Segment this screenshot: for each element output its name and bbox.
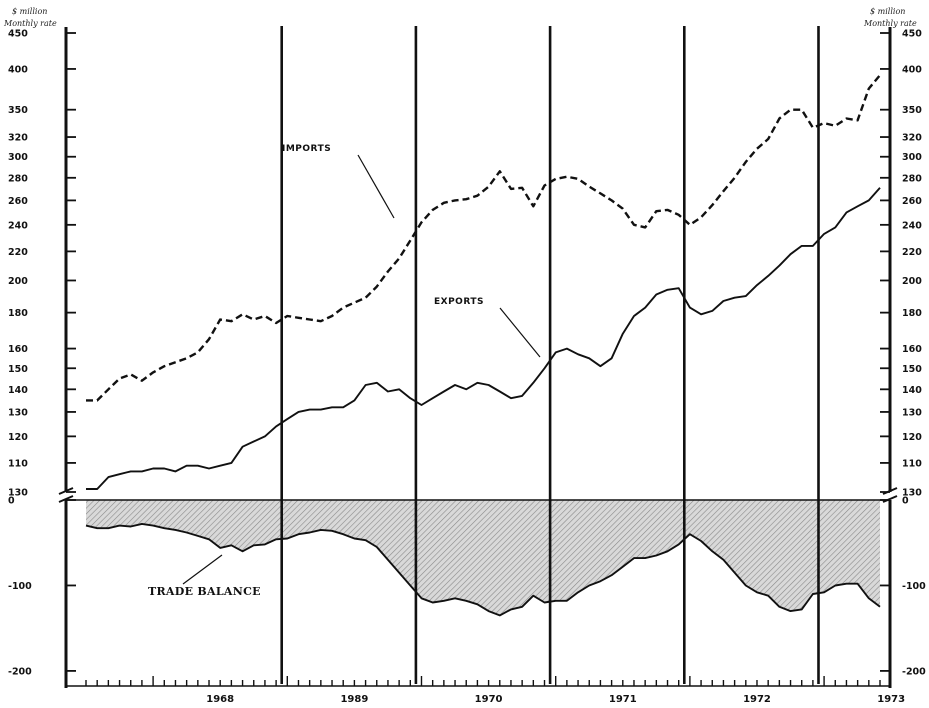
series-line-imports	[86, 74, 881, 402]
right-tick-label: 180	[902, 308, 922, 319]
left-unit-line2: Monthly rate	[3, 19, 57, 28]
left-tick-label: 160	[8, 344, 28, 355]
right-lower-tick-label: -100	[902, 581, 926, 592]
year-label-1969: 1989	[340, 694, 368, 705]
axis-break-0	[58, 487, 74, 503]
left-tick-label: 450	[8, 29, 28, 40]
right-tick-label: 240	[902, 220, 922, 231]
series-line-exports	[86, 187, 881, 490]
right-lower-tick-label: -200	[902, 666, 926, 677]
left-tick-label: 300	[8, 152, 28, 163]
trade-balance-annotation: TRADE BALANCE	[148, 585, 261, 598]
left-lower-tick-label: -100	[8, 581, 32, 592]
exports-pointer	[499, 307, 541, 358]
imports-pointer	[357, 154, 395, 219]
left-tick-label: 130	[8, 488, 28, 499]
left-tick-label: 120	[8, 432, 28, 443]
left-tick-label: 200	[8, 276, 28, 287]
left-tick-label: 260	[8, 196, 28, 207]
year-label-1972: 1972	[743, 694, 771, 705]
left-tick-label: 180	[8, 308, 28, 319]
right-tick-label: 120	[902, 432, 922, 443]
year-label-1970: 1970	[475, 694, 503, 705]
right-tick-label: 130	[902, 407, 922, 418]
right-tick-label: 110	[902, 458, 922, 469]
axis-break-1	[882, 487, 898, 503]
left-tick-label: 280	[8, 173, 28, 184]
left-tick-label: 400	[8, 64, 28, 75]
right-tick-label: 150	[902, 364, 922, 375]
exports-annotation: EXPORTS	[434, 297, 484, 307]
left-unit-line1: $ million	[12, 7, 47, 16]
right-tick-label: 320	[902, 133, 922, 144]
right-tick-label: 280	[902, 173, 922, 184]
year-label-1973: 1973	[877, 694, 905, 705]
right-tick-label: 400	[902, 64, 922, 75]
imports-annotation: IMPORTS	[282, 144, 331, 154]
right-unit-line2: Monthly rate	[863, 19, 917, 28]
right-tick-label: 350	[902, 105, 922, 116]
trade-balance-band	[86, 500, 880, 616]
trade-balance-area	[86, 500, 880, 616]
right-lower-tick-label: 0	[902, 496, 909, 507]
series-layer	[85, 74, 881, 617]
left-lower-tick-label: -200	[8, 666, 32, 677]
left-tick-label: 350	[8, 105, 28, 116]
right-tick-label: 450	[902, 29, 922, 40]
annotations: IMPORTS EXPORTS TRADE BALANCE	[148, 144, 541, 598]
series-line-trade-balance	[85, 522, 881, 617]
year-label-1971: 1971	[609, 694, 637, 705]
right-tick-label: 260	[902, 196, 922, 207]
left-tick-label: 110	[8, 458, 28, 469]
left-tick-label: 140	[8, 385, 28, 396]
axes: 130 130 110 110 120 120 130 130 140 140 150 150 160 1…	[8, 27, 926, 705]
right-tick-label: 220	[902, 247, 922, 258]
reference-lines	[280, 26, 820, 684]
right-tick-label: 140	[902, 385, 922, 396]
left-tick-label: 150	[8, 364, 28, 375]
year-label-1968: 1968	[206, 694, 234, 705]
left-tick-label: 320	[8, 133, 28, 144]
right-tick-label: 160	[902, 344, 922, 355]
right-tick-label: 300	[902, 152, 922, 163]
right-tick-label: 200	[902, 276, 922, 287]
right-unit-line1: $ million	[870, 7, 905, 16]
left-tick-label: 220	[8, 247, 28, 258]
left-tick-label: 130	[8, 407, 28, 418]
left-lower-tick-label: 0	[8, 496, 15, 507]
trade-balance-pointer	[182, 554, 223, 585]
right-tick-label: 130	[902, 488, 922, 499]
left-tick-label: 240	[8, 220, 28, 231]
